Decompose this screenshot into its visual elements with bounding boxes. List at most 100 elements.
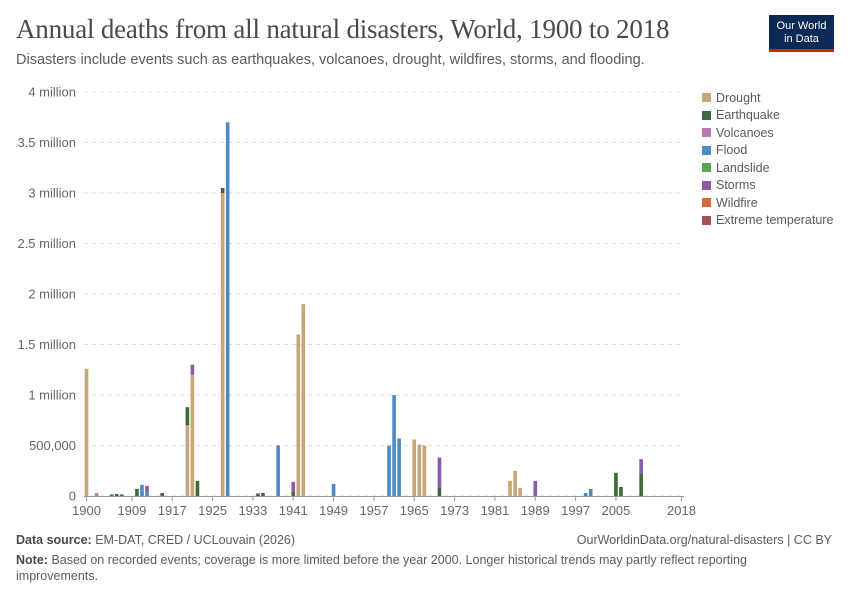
bar-earthquake[interactable] — [114, 493, 119, 496]
note-text: Based on recorded events; coverage is mo… — [16, 553, 747, 583]
x-tick-label: 1909 — [117, 503, 146, 518]
bar-earthquake[interactable] — [256, 493, 260, 496]
legend-item-flood[interactable]: Flood — [702, 142, 833, 160]
bar-storms[interactable] — [533, 480, 538, 496]
bar-storms[interactable] — [145, 485, 149, 492]
bar-drought[interactable] — [185, 425, 190, 496]
bar-earthquake[interactable] — [195, 480, 200, 496]
bar-drought[interactable] — [190, 374, 195, 496]
bar-earthquake[interactable] — [120, 494, 124, 496]
data-source-text[interactable]: EM-DAT, CRED / UCLouvain (2026) — [95, 533, 296, 547]
legend-swatch — [702, 128, 711, 138]
bar-earthquake[interactable] — [135, 488, 139, 496]
legend-label: Flood — [716, 143, 748, 158]
data-source-label: Data source: — [16, 533, 92, 547]
bar-drought[interactable] — [422, 445, 427, 497]
bar-storms[interactable] — [190, 364, 195, 375]
legend-label: Earthquake — [716, 108, 780, 123]
bar-earthquake[interactable] — [220, 187, 225, 193]
bar-flood[interactable] — [140, 484, 144, 496]
bar-earthquake[interactable] — [437, 487, 442, 496]
bar-drought[interactable] — [412, 439, 417, 496]
legend-item-storms[interactable]: Storms — [702, 177, 833, 195]
legend-item-earthquake[interactable]: Earthquake — [702, 107, 833, 125]
bar-storms[interactable] — [639, 459, 643, 474]
bar-flood[interactable] — [583, 492, 588, 496]
bar-storms[interactable] — [291, 481, 296, 492]
bar-earthquake[interactable] — [639, 473, 643, 496]
bar-flood[interactable] — [276, 445, 280, 497]
legend-item-volcanoes[interactable]: Volcanoes — [702, 124, 833, 142]
y-tick-label: 2.5 million — [17, 236, 76, 251]
y-tick-label: 1.5 million — [17, 337, 76, 352]
bar-flood[interactable] — [225, 122, 230, 497]
bar-earthquake[interactable] — [619, 486, 623, 496]
legend-item-extreme-temperature[interactable]: Extreme temperature — [702, 212, 833, 230]
bar-storms[interactable] — [437, 457, 442, 488]
bar-drought[interactable] — [513, 470, 517, 496]
y-axis-labels: 0 500,000 1 million 1.5 million 2 million 2.5… — [17, 85, 76, 504]
bar-flood[interactable] — [145, 491, 149, 496]
y-tick-label: 4 million — [28, 85, 76, 100]
legend-swatch — [702, 198, 711, 208]
gridlines — [84, 91, 684, 497]
legend-label: Landslide — [716, 160, 770, 175]
bar-earthquake[interactable] — [614, 472, 618, 496]
legend-label: Drought — [716, 90, 761, 105]
bar-flood[interactable] — [331, 483, 336, 496]
bar-drought[interactable] — [301, 304, 306, 496]
bar-volcanoes[interactable] — [94, 492, 99, 496]
y-tick-label: 500,000 — [29, 438, 76, 453]
x-tick-label: 1925 — [198, 503, 227, 518]
bar-earthquake[interactable] — [160, 492, 164, 496]
y-tick-label: 1 million — [28, 388, 76, 403]
x-tick-label: 1989 — [521, 503, 550, 518]
bar-flood[interactable] — [387, 445, 391, 497]
bar-flood[interactable] — [397, 438, 401, 496]
bar-drought[interactable] — [518, 487, 522, 496]
legend-item-landslide[interactable]: Landslide — [702, 159, 833, 177]
legend-swatch — [702, 180, 711, 190]
bars — [84, 122, 643, 497]
owid-logo[interactable]: Our World in Data — [769, 15, 834, 52]
bar-earthquake[interactable] — [261, 492, 265, 496]
x-tick-label: 1997 — [561, 503, 590, 518]
legend-swatch — [702, 110, 711, 120]
x-axis: 1900 1909 1917 1925 1933 1941 1949 1957 1965 1973… — [72, 496, 696, 518]
legend-label: Storms — [716, 178, 756, 193]
bar-drought[interactable] — [417, 444, 422, 496]
x-tick-label: 1933 — [238, 503, 267, 518]
source-url[interactable]: OurWorldinData.org/natural-disasters | C… — [576, 533, 832, 547]
bar-drought[interactable] — [220, 193, 225, 496]
footnote: Note: Based on recorded events; coverage… — [16, 553, 816, 584]
chart-title: Annual deaths from all natural disasters… — [16, 14, 670, 44]
logo-line-1: Our World — [776, 20, 827, 32]
x-tick-label: 1949 — [319, 503, 348, 518]
y-tick-label: 0 — [69, 489, 76, 504]
bar-drought[interactable] — [84, 368, 89, 496]
bar-flood[interactable] — [588, 488, 593, 496]
legend-swatch — [702, 215, 711, 225]
chart-subtitle: Disasters include events such as earthqu… — [16, 52, 645, 68]
data-source: Data source: EM-DAT, CRED / UCLouvain (2… — [16, 533, 295, 547]
y-tick-label: 2 million — [28, 287, 76, 302]
x-tick-label: 2005 — [601, 503, 630, 518]
y-tick-label: 3 million — [28, 186, 76, 201]
bar-drought[interactable] — [508, 480, 512, 496]
legend-item-drought[interactable]: Drought — [702, 89, 833, 107]
legend-label: Wildfire — [716, 195, 758, 210]
y-tick-label: 3.5 million — [17, 135, 76, 150]
bar-earthquake[interactable] — [185, 407, 190, 426]
legend-item-wildfire[interactable]: Wildfire — [702, 194, 833, 212]
x-tick-label: 1981 — [480, 503, 509, 518]
chart-area: 0 500,000 1 million 1.5 million 2 million 2.5… — [17, 85, 696, 519]
bar-flood[interactable] — [392, 395, 396, 496]
bar-earthquake[interactable] — [109, 494, 114, 496]
x-tick-label: 1900 — [72, 503, 101, 518]
legend: Drought Earthquake Volcanoes Flood Landslide… — [702, 89, 833, 229]
bar-earthquake[interactable] — [291, 491, 296, 496]
legend-swatch — [702, 163, 711, 173]
bar-drought[interactable] — [296, 334, 301, 496]
legend-swatch — [702, 145, 711, 155]
x-tick-label: 2018 — [667, 503, 696, 518]
